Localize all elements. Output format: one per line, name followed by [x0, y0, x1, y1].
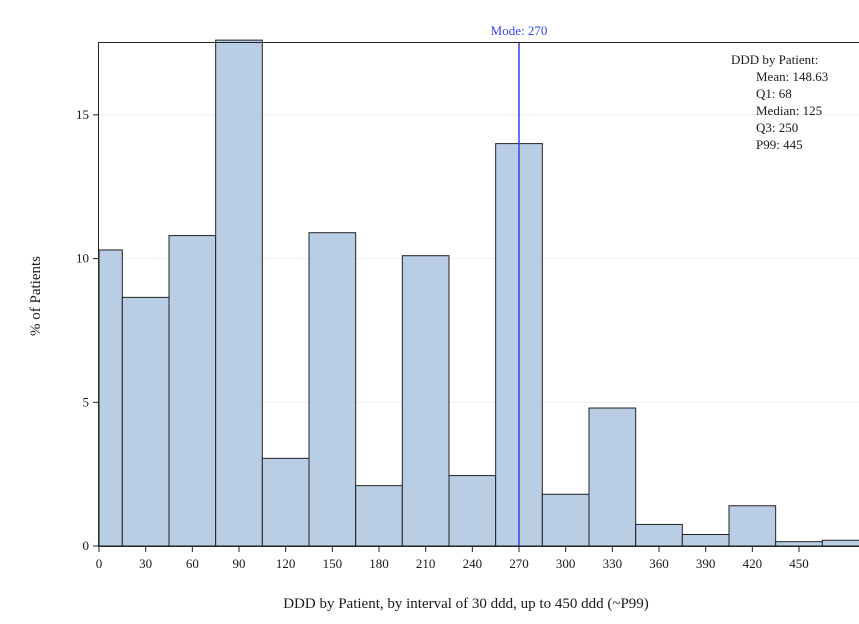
- stats-box: DDD by Patient: Mean: 148.63 Q1: 68 Median:…: [731, 52, 828, 152]
- y-axis-label: % of Patients: [28, 256, 44, 336]
- x-tick-label: 0: [96, 556, 103, 571]
- histogram-bar: [775, 541, 823, 547]
- stats-line: Q1: 68: [756, 86, 792, 101]
- histogram-bar: [821, 539, 859, 547]
- stats-line: P99: 445: [756, 137, 803, 152]
- y-axis: 0 5 10 15: [76, 107, 99, 553]
- x-axis-label: DDD by Patient, by interval of 30 ddd, u…: [283, 596, 649, 612]
- histogram-bar: [168, 235, 217, 547]
- x-tick-label: 150: [323, 556, 343, 571]
- x-tick-label: 30: [139, 556, 152, 571]
- x-axis: 0 30 60 90 120 150 180 210 240 270 300 330 360 390 420…: [96, 545, 859, 571]
- histogram-bar: [541, 493, 590, 547]
- x-tick-label: 450: [789, 556, 809, 571]
- histogram-bar: [681, 534, 730, 547]
- x-tick-label: 390: [696, 556, 716, 571]
- histogram-bar: [121, 296, 170, 547]
- histogram-bar: [308, 232, 357, 547]
- histogram-bar: [635, 523, 683, 547]
- x-tick-label: 330: [603, 556, 623, 571]
- x-tick-label: 420: [743, 556, 763, 571]
- histogram-bar: [215, 39, 263, 547]
- histogram-bar: [98, 249, 123, 547]
- bars: [98, 39, 859, 547]
- y-tick-label: 0: [83, 538, 90, 553]
- histogram-bar: [588, 407, 637, 547]
- y-tick-label: 5: [83, 394, 90, 409]
- y-tick-label: 15: [76, 107, 89, 122]
- x-tick-label: 300: [556, 556, 576, 571]
- histogram-bar: [728, 505, 777, 547]
- mode-label: Mode: 270: [491, 23, 548, 38]
- x-tick-label: 360: [649, 556, 669, 571]
- x-tick-label: 270: [509, 556, 529, 571]
- stats-title: DDD by Patient:: [731, 52, 818, 67]
- histogram-bar: [261, 457, 310, 547]
- x-tick-label: 240: [463, 556, 483, 571]
- x-tick-label: 210: [416, 556, 436, 571]
- x-tick-label: 60: [186, 556, 199, 571]
- histogram-bar: [401, 255, 450, 547]
- stats-line: Q3: 250: [756, 120, 798, 135]
- histogram-bar: [355, 485, 403, 547]
- stats-line: Median: 125: [756, 103, 822, 118]
- mode-marker: Mode: 270: [491, 23, 548, 546]
- stats-line: Mean: 148.63: [756, 69, 828, 84]
- y-tick-label: 10: [76, 251, 89, 266]
- x-tick-label: 120: [276, 556, 296, 571]
- x-tick-label: 180: [369, 556, 389, 571]
- x-tick-label: 90: [233, 556, 246, 571]
- histogram-bar: [448, 475, 497, 547]
